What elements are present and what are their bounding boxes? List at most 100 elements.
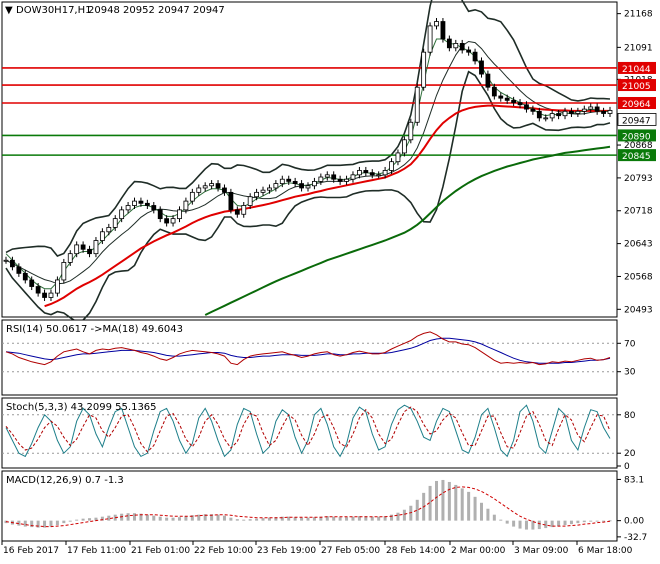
macd-bar — [550, 520, 554, 528]
macd-bar — [75, 519, 79, 521]
macd-bar — [608, 520, 612, 522]
macd-bar — [447, 481, 451, 521]
candle-body — [183, 200, 189, 211]
rsi-tick-label: 70 — [624, 339, 636, 349]
macd-tick-label: -32.7 — [624, 533, 647, 543]
candle-body — [74, 244, 80, 255]
ohlc-label: 20948 20952 20947 20947 — [88, 5, 225, 16]
rsi-panel-frame — [1, 319, 618, 396]
candle-body — [369, 172, 375, 176]
macd-bar — [190, 515, 194, 521]
macd-bar — [107, 515, 111, 521]
price-tick-label: 20643 — [624, 240, 653, 250]
macd-bar — [492, 514, 496, 521]
candle-body — [479, 60, 484, 75]
macd-bar — [158, 516, 162, 521]
candle-body — [189, 191, 195, 202]
price-tick-label: 20718 — [624, 207, 653, 217]
macd-bar — [486, 508, 490, 521]
macd-bar — [569, 520, 573, 525]
macd-bar — [531, 520, 535, 530]
level-tag-text-20890: 20890 — [622, 132, 651, 142]
candle-body — [414, 86, 420, 123]
candle-body — [357, 170, 362, 176]
price-candles — [3, 18, 613, 301]
stoch-tick-label: 0 — [624, 462, 630, 472]
macd-bar — [62, 520, 66, 524]
candle-body — [575, 110, 581, 114]
bollinger-upper — [5, 0, 611, 257]
candle-body — [601, 110, 606, 114]
level-tag-text-21044: 21044 — [622, 65, 651, 75]
collapse-arrow-icon[interactable]: ▼ — [5, 5, 13, 16]
candle-body — [241, 205, 247, 215]
macd-bar — [126, 513, 130, 521]
macd-bar — [88, 518, 92, 521]
macd-bar — [43, 520, 47, 528]
macd-bar — [473, 496, 477, 521]
macd-y-axis: 83.1 0.00 -32.7 — [617, 475, 647, 543]
macd-bar — [312, 517, 316, 521]
stoch-main-line — [5, 404, 611, 458]
macd-bar — [210, 514, 214, 521]
macd-bar — [165, 517, 169, 521]
candle-body — [434, 21, 439, 27]
macd-bar — [36, 520, 40, 528]
current-price-text: 20947 — [622, 116, 651, 126]
candle-body — [16, 266, 22, 274]
candle-body — [157, 209, 163, 220]
macd-bar — [512, 520, 516, 527]
macd-signal-line — [5, 486, 611, 528]
candle-body — [389, 161, 394, 171]
macd-bar — [518, 520, 522, 529]
candle-body — [312, 181, 317, 187]
macd-bar — [300, 517, 304, 521]
price-tick-label: 21168 — [624, 10, 653, 20]
price-tick-label: 21091 — [624, 43, 653, 53]
macd-tick-label: 83.1 — [624, 475, 644, 485]
candle-body — [99, 231, 105, 241]
macd-panel: 83.1 0.00 -32.7 MACD(12,26,9) 0.7 -1.3 — [1, 470, 647, 543]
rsi-title: RSI(14) 50.0617 ->MA(18) 49.6043 — [6, 324, 183, 335]
candle-body — [48, 292, 54, 298]
macd-bar — [537, 520, 541, 530]
candle-body — [569, 110, 574, 114]
candle-body — [581, 108, 587, 112]
macd-bar — [49, 520, 53, 527]
candle-body — [524, 104, 529, 110]
candle-body — [382, 170, 388, 176]
candle-body — [594, 106, 600, 112]
macd-tick-label: 0.00 — [624, 517, 644, 527]
macd-bar — [544, 520, 548, 529]
candle-body — [491, 86, 497, 97]
candle-body — [536, 110, 542, 119]
candle-body — [247, 196, 253, 206]
candle-body — [517, 102, 523, 106]
candle-body — [151, 205, 157, 211]
macd-bar — [364, 516, 368, 521]
candle-body — [29, 279, 35, 287]
macd-bar — [428, 485, 432, 521]
candle-body — [498, 95, 504, 99]
macd-bar — [435, 480, 439, 521]
candle-body — [305, 185, 311, 189]
level-tag-text-20964: 20964 — [622, 100, 651, 110]
time-tick-label: 3 Mar 09:00 — [514, 546, 569, 556]
candle-body — [459, 43, 465, 51]
candle-body — [472, 51, 478, 62]
level-tag-text-20845: 20845 — [622, 152, 651, 162]
candle-body — [22, 272, 28, 281]
ma-red-line — [44, 104, 610, 308]
macd-bar — [248, 519, 252, 521]
candle-body — [80, 244, 86, 250]
macd-bar — [370, 516, 374, 521]
macd-bar — [133, 513, 137, 521]
candle-body — [260, 189, 266, 193]
macd-bar — [595, 520, 599, 522]
level-tag-text-21005: 21005 — [622, 82, 651, 92]
time-tick-label: 6 Mar 18:00 — [578, 546, 633, 556]
candle-body — [93, 240, 99, 255]
candle-body — [466, 49, 472, 53]
candle-body — [408, 121, 414, 141]
